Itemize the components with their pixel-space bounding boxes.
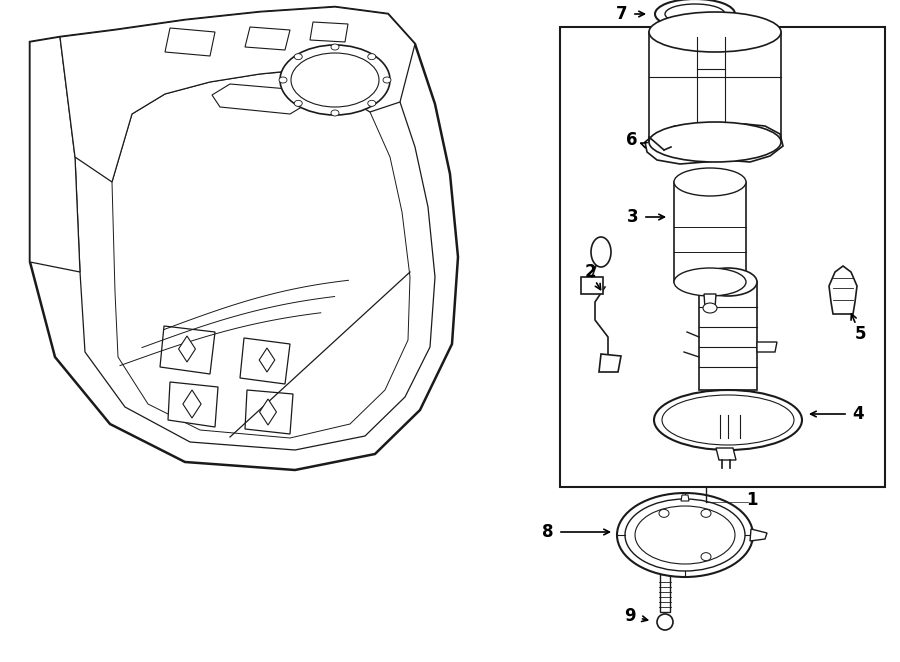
Ellipse shape [657, 614, 673, 630]
Ellipse shape [383, 77, 391, 83]
Ellipse shape [368, 54, 376, 60]
Ellipse shape [707, 130, 743, 154]
Ellipse shape [680, 140, 700, 154]
Polygon shape [259, 399, 276, 425]
Bar [560, 27, 885, 487]
Polygon shape [649, 137, 671, 150]
Ellipse shape [331, 44, 339, 50]
Ellipse shape [654, 390, 802, 450]
Text: 6: 6 [626, 131, 638, 149]
Ellipse shape [625, 499, 745, 571]
Polygon shape [160, 326, 215, 374]
Polygon shape [212, 84, 310, 114]
Polygon shape [60, 7, 415, 182]
Polygon shape [183, 390, 201, 418]
Polygon shape [30, 37, 80, 272]
Text: 9: 9 [625, 607, 635, 625]
Polygon shape [245, 27, 290, 50]
Polygon shape [704, 294, 716, 308]
Polygon shape [581, 277, 603, 294]
Text: 8: 8 [542, 523, 554, 541]
Polygon shape [681, 495, 689, 501]
Polygon shape [645, 124, 783, 164]
Polygon shape [829, 266, 857, 314]
Polygon shape [245, 390, 293, 434]
Ellipse shape [659, 509, 669, 517]
Ellipse shape [617, 493, 753, 577]
Ellipse shape [635, 506, 735, 564]
Polygon shape [599, 354, 621, 372]
Ellipse shape [674, 168, 746, 196]
Ellipse shape [701, 553, 711, 561]
Polygon shape [178, 336, 195, 362]
Polygon shape [674, 182, 746, 282]
Ellipse shape [331, 110, 339, 116]
Ellipse shape [294, 101, 302, 107]
Ellipse shape [279, 77, 287, 83]
Ellipse shape [655, 0, 735, 29]
Ellipse shape [591, 237, 611, 267]
Text: 2: 2 [584, 263, 596, 281]
Polygon shape [660, 574, 670, 612]
Text: 4: 4 [852, 405, 864, 423]
Ellipse shape [294, 54, 302, 60]
Polygon shape [757, 342, 777, 352]
Ellipse shape [291, 53, 379, 107]
Ellipse shape [674, 268, 746, 296]
Text: 5: 5 [854, 325, 866, 343]
Polygon shape [310, 22, 348, 42]
Ellipse shape [651, 136, 663, 144]
Polygon shape [716, 448, 736, 460]
Text: 1: 1 [746, 491, 758, 509]
Polygon shape [240, 338, 290, 384]
Text: 3: 3 [627, 208, 639, 226]
Polygon shape [699, 282, 757, 390]
Ellipse shape [699, 268, 757, 296]
Ellipse shape [662, 395, 794, 445]
Ellipse shape [759, 136, 771, 144]
Ellipse shape [280, 45, 390, 115]
Polygon shape [259, 348, 274, 372]
Polygon shape [30, 7, 458, 470]
Ellipse shape [703, 303, 717, 313]
Polygon shape [168, 382, 218, 427]
Polygon shape [165, 28, 215, 56]
Ellipse shape [649, 122, 781, 162]
Ellipse shape [649, 12, 781, 52]
Ellipse shape [701, 509, 711, 517]
Polygon shape [750, 529, 767, 541]
Text: 7: 7 [616, 5, 628, 23]
Ellipse shape [368, 101, 376, 107]
Ellipse shape [665, 4, 725, 24]
